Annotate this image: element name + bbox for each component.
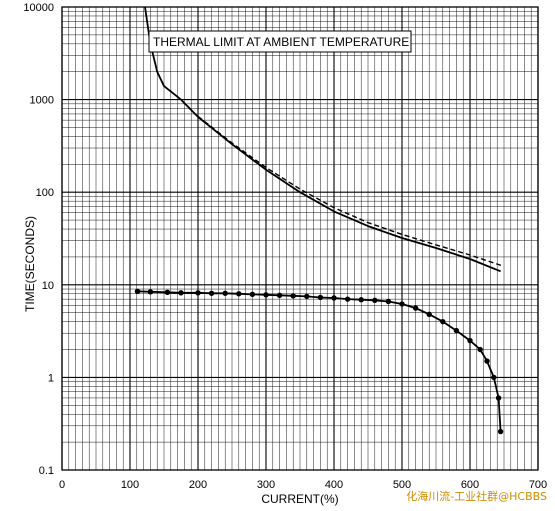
y-tick-label: 0.1 — [39, 465, 54, 477]
data-point — [147, 289, 154, 295]
y-tick-label: 100 — [36, 187, 54, 199]
data-point — [331, 295, 337, 301]
annotation-text: THERMAL LIMIT AT AMBIENT TEMPERATURE — [153, 35, 409, 49]
data-point — [467, 337, 473, 344]
chart-tick-labels: 0 100 200 300 400 500 600 700 0.1 1 10 100 1000 10000 — [23, 2, 547, 491]
data-point — [249, 291, 256, 297]
x-tick-label: 400 — [325, 479, 343, 491]
data-point — [344, 296, 351, 302]
series-line-1 — [144, 6, 501, 273]
y-tick-label: 10 — [42, 280, 54, 292]
data-point — [453, 327, 460, 334]
x-tick-label: 500 — [393, 479, 411, 491]
data-point — [208, 290, 215, 296]
x-tick-label: 100 — [121, 479, 139, 491]
y-axis-title: TIME(SECONDS) — [23, 216, 37, 312]
x-tick-label: 0 — [59, 479, 65, 491]
chart-series — [134, 6, 504, 435]
x-tick-label: 200 — [189, 479, 207, 491]
data-point — [412, 305, 419, 311]
data-point — [222, 290, 228, 296]
data-point — [276, 292, 283, 299]
data-point — [164, 289, 171, 295]
plot-frame — [61, 6, 539, 471]
watermark: 化海川流-工业社群@HCBBS — [406, 489, 547, 503]
chart-grid — [61, 6, 539, 471]
y-tick-label: 1 — [48, 372, 54, 384]
y-tick-label: 10000 — [23, 2, 54, 14]
data-point — [440, 318, 446, 325]
data-point — [178, 290, 184, 296]
data-point — [497, 428, 504, 435]
series-line-2 — [197, 115, 503, 267]
data-point — [290, 293, 296, 299]
annotation-box: THERMAL LIMIT AT AMBIENT TEMPERATURE — [148, 30, 412, 53]
data-point — [385, 298, 392, 305]
data-point — [195, 290, 201, 296]
data-point — [134, 288, 141, 295]
data-point — [304, 293, 310, 300]
x-axis-title: CURRENT(%) — [261, 492, 338, 506]
y-tick-label: 1000 — [30, 95, 54, 107]
x-tick-label: 300 — [257, 479, 275, 491]
data-point — [399, 301, 405, 307]
data-point — [317, 294, 324, 301]
data-point — [236, 291, 242, 297]
data-point — [491, 374, 497, 381]
series-line-3 — [137, 290, 502, 432]
x-tick-label: 600 — [461, 479, 479, 491]
data-point — [495, 395, 502, 401]
data-point — [372, 297, 378, 304]
data-point — [263, 292, 269, 298]
annotation-box-frame — [148, 30, 412, 53]
data-point — [484, 358, 490, 364]
x-tick-label: 700 — [529, 479, 547, 491]
data-point — [358, 297, 364, 303]
data-point — [426, 311, 432, 318]
data-point — [477, 346, 483, 353]
